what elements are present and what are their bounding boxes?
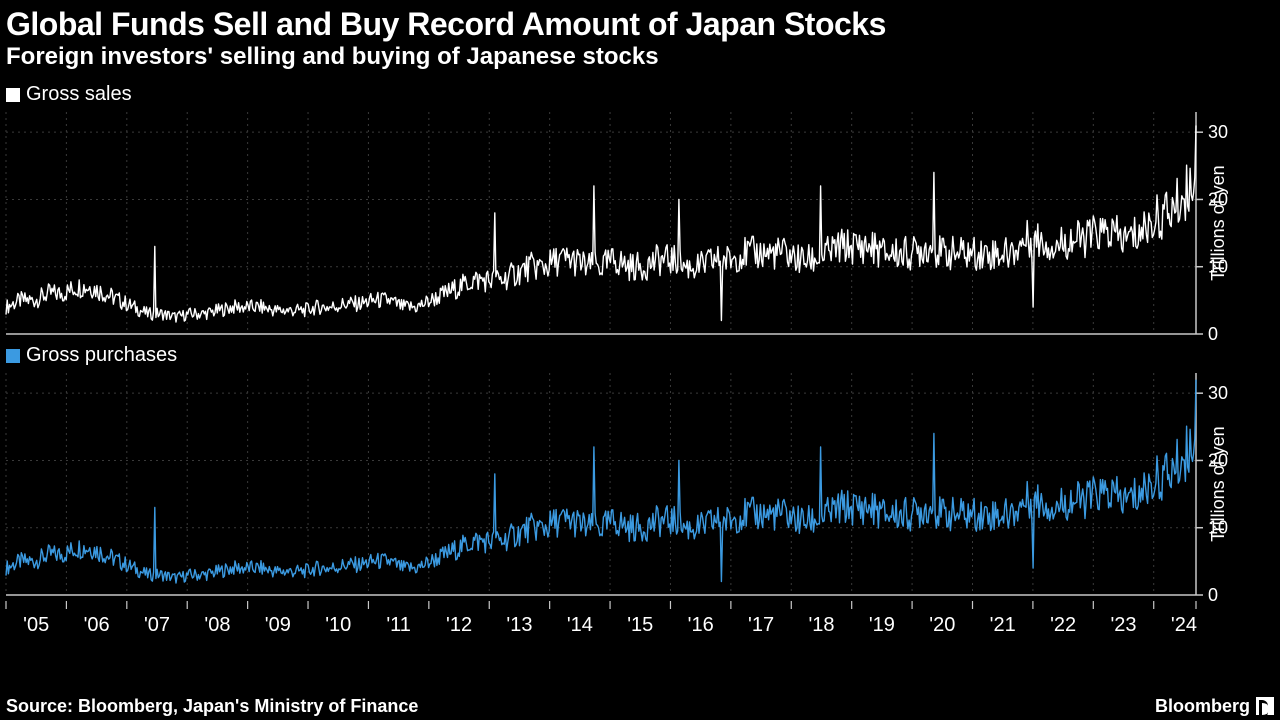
- chart-container: Global Funds Sell and Buy Record Amount …: [0, 0, 1280, 720]
- xtick-label: '05: [23, 614, 49, 636]
- legend-label-sales: Gross sales: [26, 83, 132, 106]
- series-line-sales: [6, 126, 1196, 323]
- chart-svg-purchases: 0102030: [0, 367, 1280, 601]
- xtick-label: '24: [1171, 614, 1197, 636]
- xtick-label: '20: [929, 614, 955, 636]
- xtick-label: '12: [446, 614, 472, 636]
- ytick-label: 0: [1208, 324, 1218, 340]
- xtick-label: '21: [990, 614, 1016, 636]
- xtick-label: '22: [1050, 614, 1076, 636]
- panel-purchases: 0102030Trillions of yen: [0, 367, 1280, 601]
- xtick-label: '23: [1110, 614, 1136, 636]
- chart-title: Global Funds Sell and Buy Record Amount …: [0, 0, 1280, 43]
- legend-purchases: Gross purchases: [0, 344, 1280, 367]
- xtick-label: '18: [808, 614, 834, 636]
- brand-icon: [1256, 697, 1274, 715]
- chart-subtitle: Foreign investors' selling and buying of…: [0, 43, 1280, 77]
- brand-mark: Bloomberg: [1155, 696, 1274, 717]
- x-axis: '05 '06 '07 '08 '09 '10 '11 '12 '13 '14 '15 '16 '17 '…: [0, 601, 1280, 646]
- ytick-label: 30: [1208, 383, 1228, 403]
- x-axis-svg: '05 '06 '07 '08 '09 '10 '11 '12 '13 '14 '15 '16 '17 '…: [0, 601, 1280, 641]
- xtick-label: '15: [627, 614, 653, 636]
- legend-swatch-purchases: [6, 349, 20, 363]
- xtick-label: '09: [265, 614, 291, 636]
- ytick-label: 30: [1208, 122, 1228, 142]
- xtick-label: '17: [748, 614, 774, 636]
- legend-swatch-sales: [6, 88, 20, 102]
- series-line-purchases: [6, 380, 1196, 583]
- y-axis-label-purchases: Trillions of yen: [1208, 426, 1229, 541]
- legend-sales: Gross sales: [0, 83, 1280, 106]
- xtick-label: '08: [204, 614, 230, 636]
- xtick-label: '19: [869, 614, 895, 636]
- xtick-label: '14: [567, 614, 593, 636]
- xtick-label: '07: [144, 614, 170, 636]
- ytick-label: 0: [1208, 585, 1218, 601]
- xtick-label: '16: [688, 614, 714, 636]
- y-axis-label-sales: Trillions of yen: [1208, 165, 1229, 280]
- source-text: Source: Bloomberg, Japan's Ministry of F…: [6, 696, 418, 717]
- legend-label-purchases: Gross purchases: [26, 344, 177, 367]
- chart-svg-sales: 0102030: [0, 106, 1280, 340]
- chart-footer: Source: Bloomberg, Japan's Ministry of F…: [0, 694, 1280, 720]
- xtick-label: '11: [386, 614, 411, 636]
- xtick-label: '13: [506, 614, 532, 636]
- panel-sales: 0102030Trillions of yen: [0, 106, 1280, 340]
- xtick-label: '06: [84, 614, 110, 636]
- xtick-label: '10: [325, 614, 351, 636]
- brand-text: Bloomberg: [1155, 696, 1250, 717]
